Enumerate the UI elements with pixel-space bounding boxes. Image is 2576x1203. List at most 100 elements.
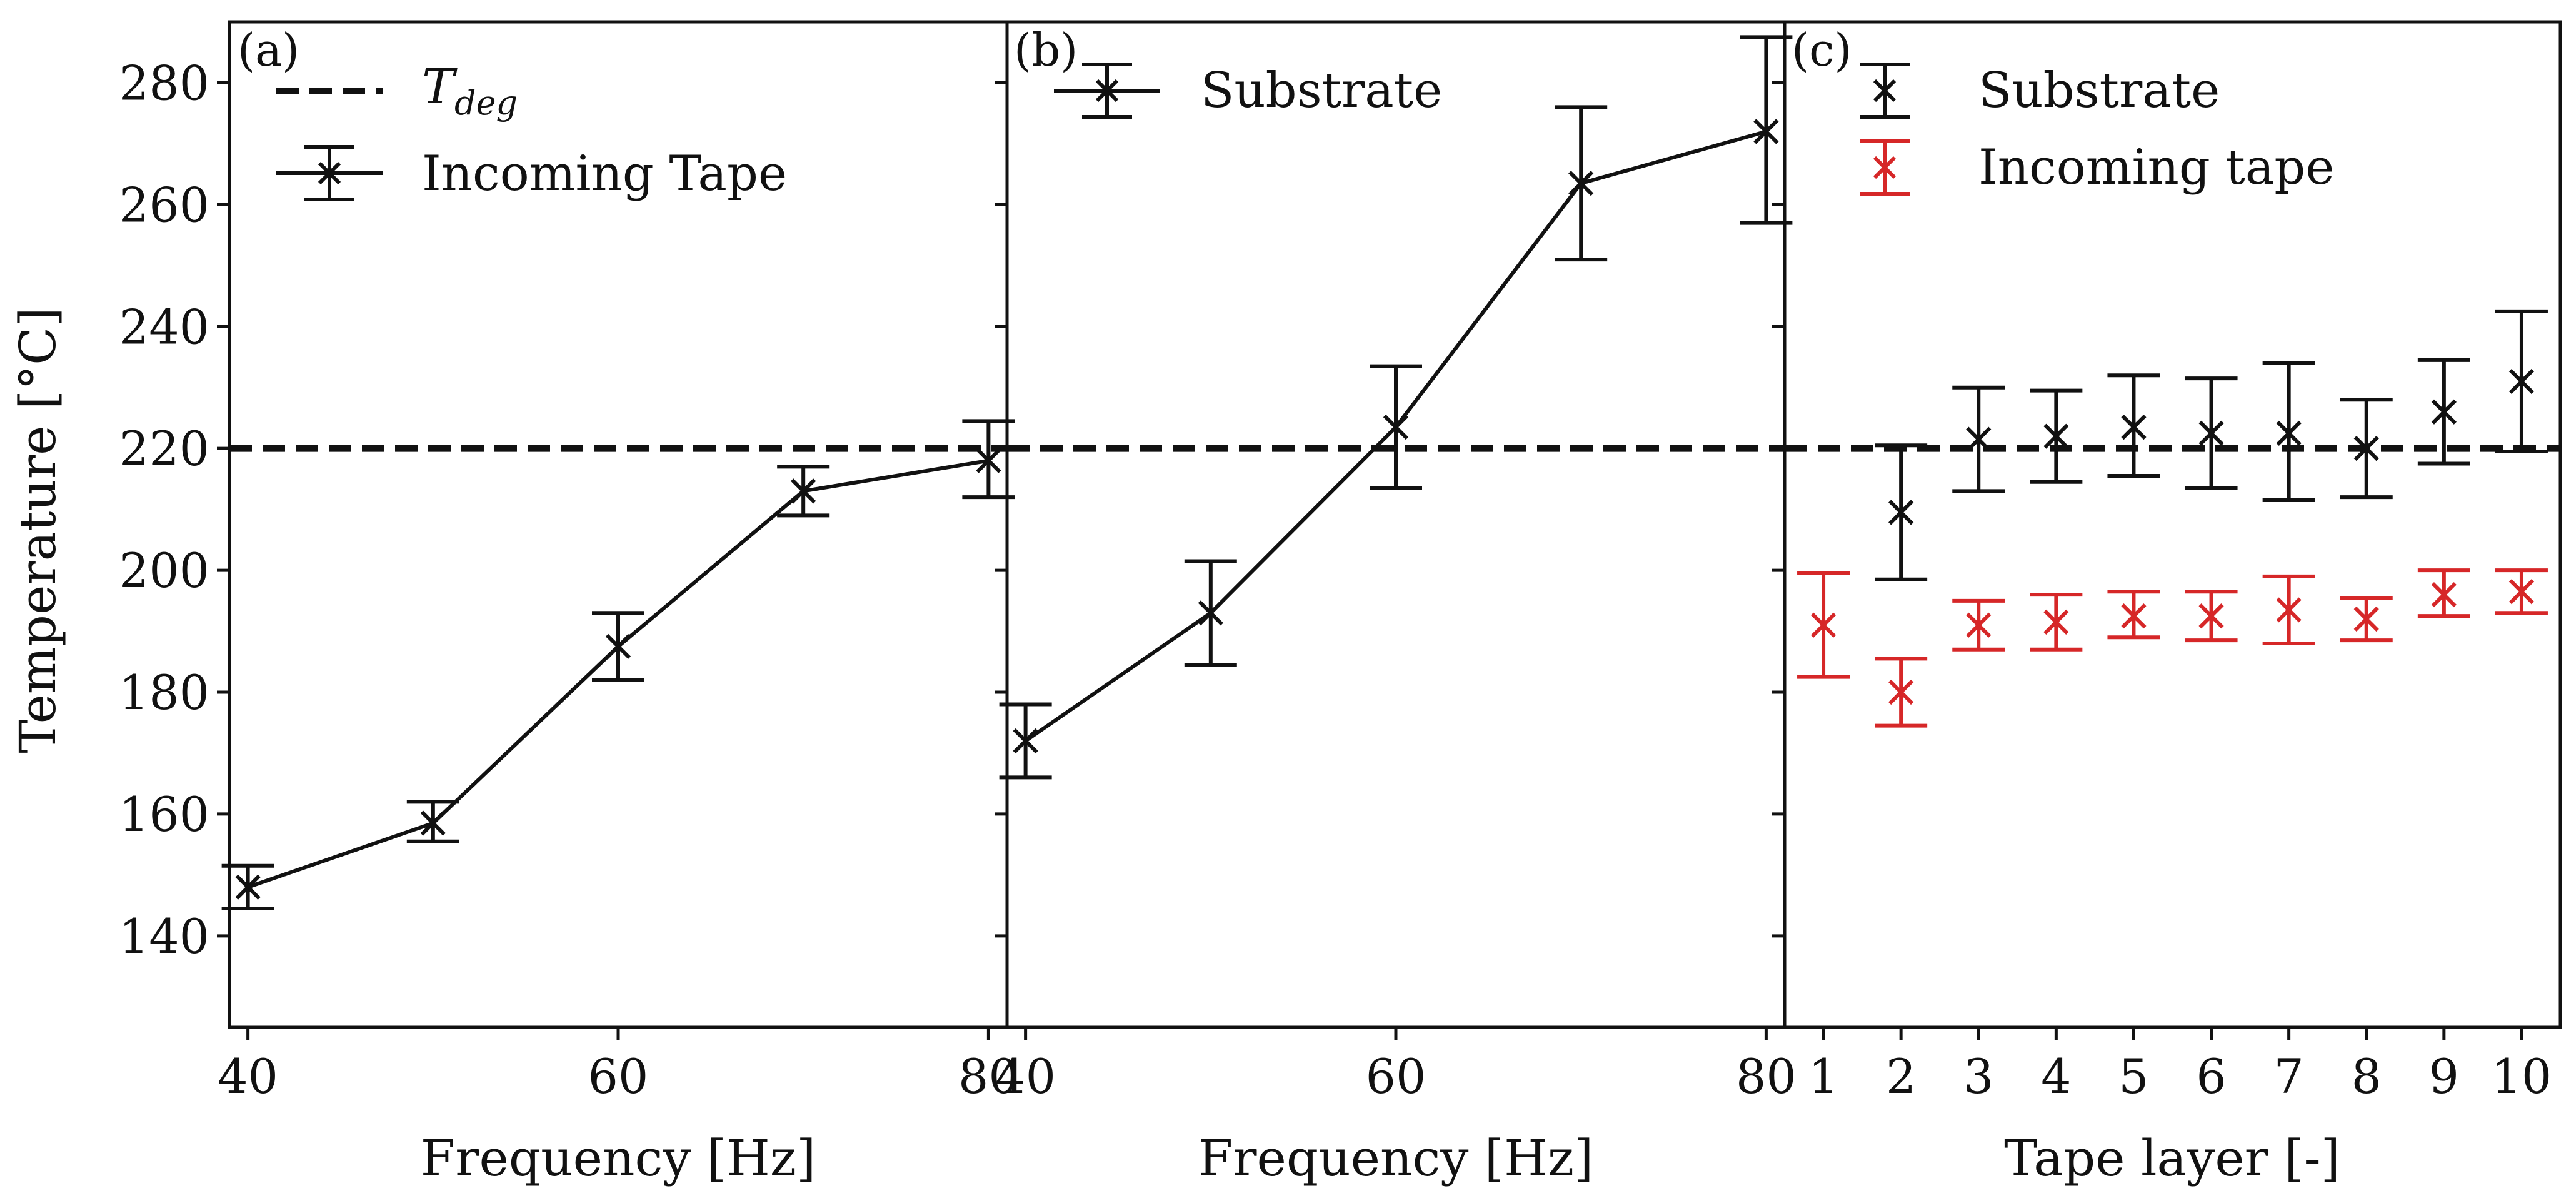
x-marker-stroke (1966, 426, 1992, 452)
panel-c-incoming-tape-point (2185, 590, 2238, 643)
x-marker-stroke (605, 633, 631, 660)
panel-c-substrate-point (2262, 361, 2315, 503)
x-marker-stroke (2121, 603, 2147, 629)
panel-a-x-axis-label: Frequency [Hz] (421, 1129, 816, 1187)
x-marker-stroke (2353, 606, 2379, 632)
legend-incoming-tape-label: Incoming tape (1978, 139, 2335, 196)
y-tick-label: 200 (119, 543, 209, 598)
x-tick-label: 3 (1963, 1049, 1993, 1104)
x-marker-stroke (2431, 581, 2457, 608)
panel-c-substrate-point (2185, 376, 2238, 490)
panel-b-label: (b) (1014, 24, 1078, 76)
x-marker-stroke (2276, 597, 2302, 623)
legend-series-marker (276, 145, 383, 201)
x-marker-stroke (1753, 119, 1779, 144)
x-tick-label: 8 (2352, 1049, 2382, 1104)
x-marker-stroke (1888, 500, 1914, 525)
legend-incoming-tape-label: Incoming Tape (422, 146, 787, 202)
x-marker-stroke (1198, 600, 1223, 626)
x-marker-stroke (420, 810, 446, 836)
x-tick-label: 1 (1808, 1049, 1838, 1104)
panel-b-substrate-point (1555, 105, 1608, 262)
x-marker-stroke (2508, 579, 2535, 605)
x-marker-stroke (1810, 612, 1837, 638)
panel-c-incoming-tape-point (1875, 657, 1928, 728)
legend-substrate-label: Substrate (1978, 63, 2220, 119)
panel-b-substrate-point (1184, 559, 1237, 667)
x-marker-stroke (2198, 420, 2224, 446)
panel-a-label: (a) (238, 24, 299, 76)
panel-a-incoming-tape-point (777, 465, 830, 518)
panel-c-incoming-tape-point (2030, 593, 2083, 652)
panel-a-incoming-tape-point (592, 611, 644, 682)
panel-c-substrate-point (2417, 358, 2470, 466)
x-marker-stroke (2276, 420, 2302, 446)
y-tick-label: 280 (119, 55, 209, 111)
x-tick-label: 80 (1736, 1049, 1797, 1104)
legend-incoming-tape-marker (1860, 139, 1910, 196)
legend-panel-c: Substrate Incoming tape (1860, 63, 2335, 196)
y-tick-label: 220 (119, 421, 209, 476)
panel-c-substrate-point (2030, 388, 2083, 484)
x-marker-stroke (2043, 423, 2069, 449)
panel-c-incoming-tape-point (2340, 595, 2393, 643)
panel-c-incoming-tape-point (2417, 568, 2470, 618)
x-tick-label: 10 (2492, 1049, 2552, 1104)
panel-c-substrate-point (2495, 309, 2548, 454)
legend-panel-a: Tdeg Incoming Tape (276, 59, 787, 202)
panel-a-incoming-tape-point (406, 800, 459, 843)
panel-c-incoming-tape-point (1952, 598, 2005, 652)
x-marker-stroke (2198, 603, 2224, 629)
y-tick-label: 260 (119, 177, 209, 233)
panel-c-label: (c) (1792, 24, 1852, 76)
panel-c-substrate-point (1875, 443, 1928, 581)
panel-a-incoming-tape-point (962, 419, 1015, 500)
panel-c-incoming-tape-point (1797, 571, 1850, 679)
x-marker-stroke (2121, 414, 2147, 440)
panel-c-substrate-point (2107, 373, 2160, 478)
x-marker-stroke (2043, 609, 2069, 635)
panel-c-x-axis-label: Tape layer [-] (2004, 1129, 2340, 1187)
x-tick-label: 60 (1366, 1049, 1426, 1104)
threshold-symbol: T (422, 59, 458, 115)
x-tick-label: 80 (958, 1049, 1019, 1104)
x-tick-label: 40 (995, 1049, 1056, 1104)
x-tick-label: 5 (2118, 1049, 2148, 1104)
x-marker-stroke (2353, 436, 2379, 461)
x-tick-label: 6 (2196, 1049, 2226, 1104)
x-marker-stroke (1383, 414, 1409, 440)
legend-series-marker (1054, 63, 1160, 119)
x-tick-label: 9 (2429, 1049, 2459, 1104)
x-tick-label: 7 (2273, 1049, 2303, 1104)
panel-c-incoming-tape-point (2262, 574, 2315, 646)
panel-c-incoming-tape-point (2495, 568, 2548, 615)
x-marker-stroke (2508, 368, 2535, 395)
x-marker-stroke (1888, 679, 1914, 705)
x-marker-stroke (1568, 171, 1594, 196)
x-marker-stroke (1013, 728, 1038, 754)
legend-substrate-marker (1860, 63, 1910, 119)
threshold-subscript: deg (454, 83, 518, 123)
legend-substrate-label: Substrate (1201, 63, 1442, 119)
panel-c-frame (1783, 20, 2562, 1029)
x-marker-stroke (976, 448, 1001, 473)
y-tick-label: 240 (119, 299, 209, 355)
x-marker-stroke (791, 478, 816, 504)
x-tick-label: 40 (218, 1049, 278, 1104)
x-tick-label: 4 (2041, 1049, 2071, 1104)
panel-b-substrate-point (1370, 364, 1422, 490)
legend-threshold-label: Tdeg (422, 59, 518, 123)
y-tick-label: 140 (119, 909, 209, 964)
y-axis-label: Temperature [°C] (9, 307, 67, 753)
panel-c-incoming-tape-point (2107, 590, 2160, 640)
x-marker-stroke (2431, 399, 2457, 425)
y-tick-label: 160 (119, 787, 209, 842)
x-marker-stroke (1966, 612, 1992, 638)
panel-c-substrate-point (2340, 398, 2393, 500)
x-tick-label: 60 (588, 1049, 649, 1104)
panel-c-substrate-point (1952, 385, 2005, 493)
y-tick-label: 180 (119, 665, 209, 720)
panel-b-x-axis-label: Frequency [Hz] (1198, 1129, 1593, 1187)
